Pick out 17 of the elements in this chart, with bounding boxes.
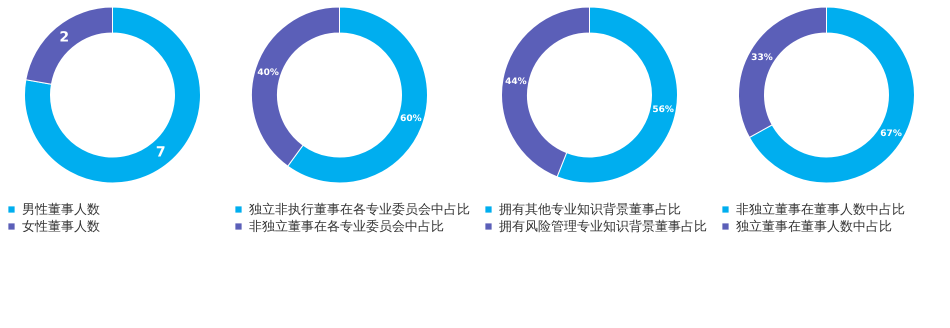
legend-label: 独立非执行董事在各专业委员会中占比 <box>249 202 470 218</box>
data-label: 7 <box>156 144 166 160</box>
legend-label: 独立董事在董事人数中占比 <box>736 218 892 234</box>
data-label: 33% <box>751 52 773 63</box>
legend-label: 女性董事人数 <box>22 220 100 234</box>
legend-label: 非独立董事在董事人数中占比 <box>736 202 905 218</box>
legend-label: 非独立董事在各专业委员会中占比 <box>249 218 444 234</box>
data-label: 44% <box>505 76 527 87</box>
data-label: 56% <box>652 105 674 116</box>
data-label: 40% <box>257 68 279 78</box>
data-label: 60% <box>400 114 422 124</box>
legend-label: 拥有风险管理专业知识背景董事占比 <box>499 220 707 234</box>
donut-slice <box>24 6 201 184</box>
data-label: 2 <box>59 30 70 46</box>
legend-label: 拥有其他专业知识背景董事占比 <box>499 202 681 218</box>
data-label: 67% <box>880 129 902 140</box>
legend-label: 男性董事人数 <box>22 202 100 218</box>
